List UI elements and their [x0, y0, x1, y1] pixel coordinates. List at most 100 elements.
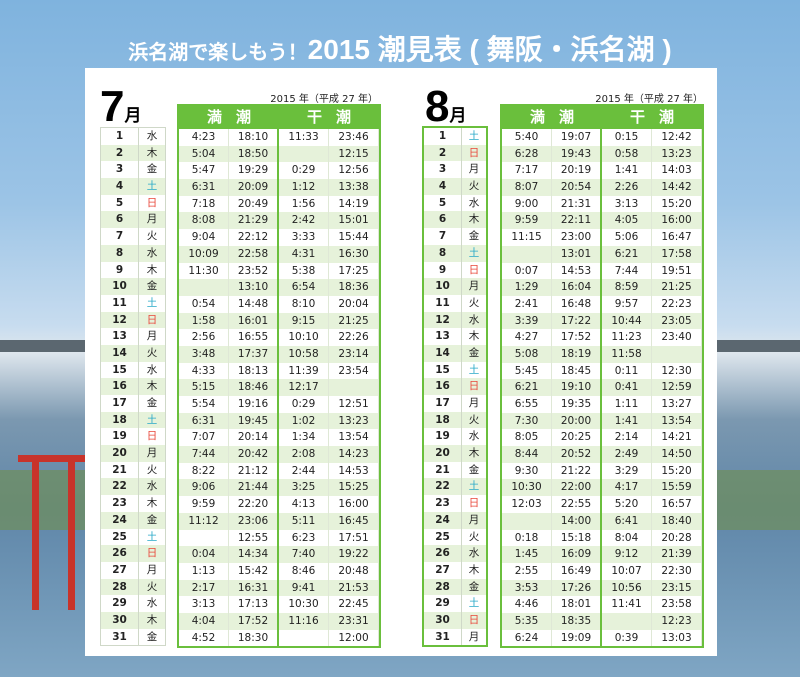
low-tide-1: 10:56: [602, 579, 652, 597]
low-tide-1: 4:17: [602, 479, 652, 497]
weekday: 土: [468, 363, 480, 376]
tide-row: 4:04 17:52 11:16 23:31: [179, 612, 379, 630]
day-number: 6: [424, 211, 462, 229]
high-tide-2: 16:31: [229, 579, 279, 597]
tide-row: 8:07 20:54 2:26 14:42: [502, 179, 702, 196]
high-tide-2: 23:00: [552, 229, 602, 246]
high-tide-2: 18:46: [229, 379, 279, 396]
low-tide-1: [602, 612, 652, 630]
weekday: 木: [468, 330, 480, 343]
low-tide-2: 13:03: [652, 629, 702, 647]
high-tide-2: 22:00: [552, 479, 602, 497]
low-tide-2: 17:25: [329, 262, 379, 280]
day-row: 26 日: [101, 545, 165, 562]
tide-row: 0:04 14:34 7:40 19:22: [179, 546, 379, 563]
day-row: 30 木: [101, 611, 165, 629]
low-tide-2: 16:00: [329, 496, 379, 513]
tide-row: 5:08 18:19 11:58: [502, 345, 702, 363]
high-tide-1: 10:30: [502, 479, 552, 497]
high-tide-2: 14:00: [552, 512, 602, 530]
high-tide-2: 13:10: [229, 279, 279, 296]
weekday: 火: [146, 230, 158, 243]
tide-row: 7:30 20:00 1:41 13:54: [502, 412, 702, 430]
low-tide-2: 23:15: [652, 579, 702, 597]
high-tide-2: 19:29: [229, 162, 279, 180]
day-number: 16: [424, 378, 462, 395]
low-tide-1: 2:26: [602, 179, 652, 196]
day-number: 16: [101, 378, 139, 395]
low-tide-1: 6:41: [602, 512, 652, 530]
weekday: 木: [468, 563, 480, 576]
low-tide-1: 6:21: [602, 245, 652, 263]
low-tide-2: 20:28: [652, 529, 702, 547]
high-tide-1: 6:31: [179, 412, 229, 430]
low-tide-2: 21:25: [329, 312, 379, 330]
high-tide-1: 5:40: [502, 129, 552, 146]
high-tide-1: 1:58: [179, 312, 229, 330]
low-tide-2: 16:45: [329, 512, 379, 530]
tide-row: 0:54 14:48 8:10 20:04: [179, 295, 379, 313]
weekday: 水: [468, 547, 480, 560]
high-tide-2: 19:16: [229, 396, 279, 413]
low-tide-2: 14:19: [329, 195, 379, 213]
high-tide-2: 13:01: [552, 245, 602, 263]
low-tide-2: 13:54: [329, 429, 379, 447]
day-number: 25: [101, 528, 139, 546]
low-tide-2: 13:23: [329, 412, 379, 430]
low-tide-1: 8:59: [602, 279, 652, 296]
page-title: 浜名湖で楽しもう！2015 潮見表 ( 舞阪・浜名湖 ): [0, 28, 800, 68]
low-tide-2: 22:26: [329, 329, 379, 346]
weekday: 火: [468, 296, 480, 309]
day-number: 27: [424, 561, 462, 579]
high-tide-2: 19:35: [552, 396, 602, 413]
low-tide-1: 10:44: [602, 312, 652, 330]
low-tide-2: 23:54: [329, 362, 379, 380]
day-row: 28 金: [424, 578, 486, 596]
low-tide-2: 20:04: [329, 295, 379, 313]
day-number: 9: [101, 261, 139, 279]
low-tide-1: 4:05: [602, 212, 652, 230]
low-tide-1: 0:11: [602, 362, 652, 380]
low-tide-1: 7:40: [279, 546, 329, 563]
high-tide-1: 0:18: [502, 529, 552, 547]
day-number: 30: [424, 611, 462, 629]
high-tide-1: 7:18: [179, 195, 229, 213]
tide-table: 満潮 干潮 5:40 19:07 0:15 12:42 6:28 19:43 0:58 13:2…: [500, 104, 704, 649]
weekday: 月: [146, 447, 158, 460]
high-tide-2: 21:31: [552, 195, 602, 213]
day-number: 22: [101, 478, 139, 496]
tide-row: 12:55 6:23 17:51: [179, 529, 379, 547]
day-row: 26 水: [424, 545, 486, 562]
weekday: 月: [468, 280, 480, 293]
high-tide-2: 18:30: [229, 629, 279, 647]
weekday: 月: [146, 563, 158, 576]
low-tide-1: 0:39: [602, 629, 652, 647]
weekday: 水: [146, 597, 158, 610]
day-row: 17 月: [424, 395, 486, 412]
weekday: 木: [146, 497, 158, 510]
day-number: 26: [101, 545, 139, 562]
high-tide-2: 16:09: [552, 546, 602, 563]
high-tide-1: 9:30: [502, 462, 552, 480]
weekday: 土: [468, 480, 480, 493]
day-row: 21 火: [101, 461, 165, 479]
day-number: 7: [101, 228, 139, 245]
high-tide-1: 4:46: [502, 596, 552, 613]
tide-row: 9:04 22:12 3:33 15:44: [179, 229, 379, 246]
high-tide-2: 23:06: [229, 512, 279, 530]
low-tide-2: 12:15: [329, 145, 379, 163]
day-number: 24: [424, 511, 462, 529]
weekday: 金: [146, 280, 158, 293]
weekday: 金: [146, 630, 158, 643]
tide-row: 0:18 15:18 8:04 20:28: [502, 529, 702, 547]
high-tide-1: 5:47: [179, 162, 229, 180]
low-tide-2: 15:59: [652, 479, 702, 497]
low-tide-1: 1:11: [602, 396, 652, 413]
